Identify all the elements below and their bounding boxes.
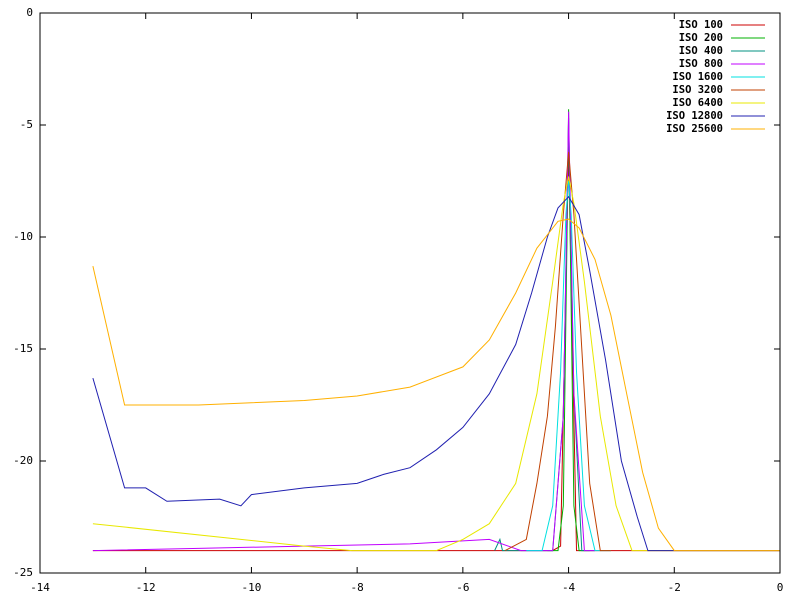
x-tick-label: -8	[351, 581, 364, 594]
x-tick-label: -10	[241, 581, 261, 594]
x-tick-label: -6	[456, 581, 469, 594]
x-tick-label: 0	[777, 581, 784, 594]
legend-label: ISO 1600	[672, 71, 723, 83]
series-line	[526, 180, 611, 552]
y-tick-label: -5	[20, 118, 33, 131]
series-line	[92, 176, 780, 552]
x-tick-label: -14	[30, 581, 50, 594]
legend-label: ISO 800	[679, 58, 723, 70]
y-tick-label: -15	[13, 342, 33, 355]
legend-label: ISO 400	[679, 45, 723, 57]
x-tick-label: -4	[562, 581, 576, 594]
series-line	[92, 151, 780, 552]
legend-label: ISO 25600	[666, 123, 723, 135]
y-tick-label: -25	[13, 566, 33, 579]
x-tick-label: -12	[136, 581, 156, 594]
series-line	[92, 195, 780, 552]
plot-frame	[39, 12, 781, 574]
y-tick-label: -10	[13, 230, 33, 243]
x-tick-label: -2	[668, 581, 681, 594]
series-line	[92, 218, 780, 552]
legend-label: ISO 100	[679, 19, 723, 31]
series-line	[504, 151, 611, 552]
series-line	[547, 109, 590, 552]
legend-label: ISO 3200	[672, 84, 723, 96]
y-tick-label: 0	[26, 6, 33, 19]
legend-label: ISO 6400	[672, 97, 723, 109]
legend-label: ISO 200	[679, 32, 723, 44]
y-tick-label: -20	[13, 454, 33, 467]
legend-label: ISO 12800	[666, 110, 723, 122]
